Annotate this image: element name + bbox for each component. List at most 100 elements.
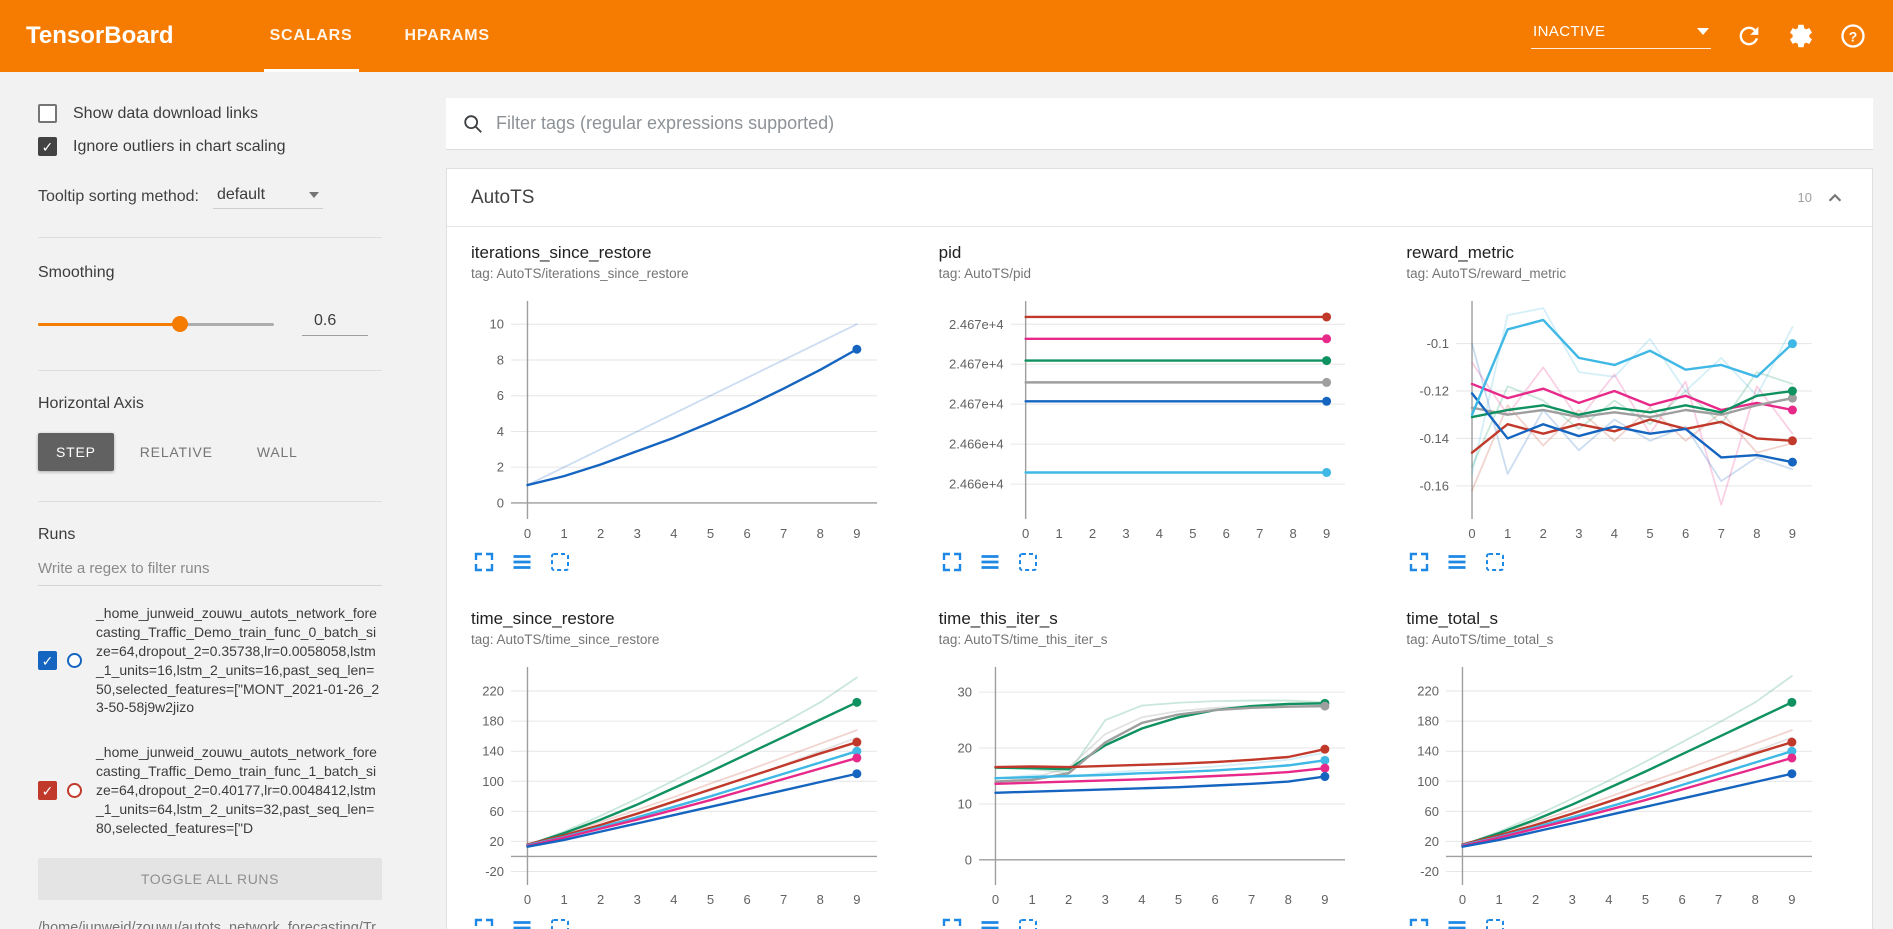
svg-text:-0.1: -0.1 (1427, 336, 1449, 351)
chevron-down-icon (1697, 28, 1709, 35)
run-name: _home_junweid_zouwu_autots_network_forec… (96, 605, 380, 716)
app-title[interactable]: TensorBoard (26, 22, 174, 49)
fit-domain-icon[interactable] (1482, 915, 1508, 929)
series-endpoint-dot (1788, 457, 1798, 467)
runs-base-path: /home/junweid/zouwu/autots_network_forec… (38, 919, 376, 929)
search-icon (464, 114, 482, 133)
svg-text:5: 5 (1642, 892, 1649, 907)
series-line-red-raw (526, 729, 858, 846)
app-header: TensorBoard SCALARS HPARAMS INACTIVE ? (0, 0, 1893, 72)
smoothing-value[interactable]: 0.6 (302, 312, 368, 336)
fit-domain-icon[interactable] (547, 915, 573, 929)
chart-toolbar (1406, 549, 1848, 575)
run-radio[interactable] (67, 783, 82, 799)
svg-text:220: 220 (482, 684, 504, 699)
refresh-icon[interactable] (1735, 22, 1763, 50)
fit-domain-icon[interactable] (1015, 915, 1041, 929)
series-endpoint-dot (1320, 755, 1330, 765)
chart-plot[interactable]: -20 20 60 100 140 180 220 0 1 2 3 4 5 6 7 8 9 (471, 659, 891, 911)
menu-lines-icon[interactable] (509, 549, 535, 575)
expand-chart-icon[interactable] (939, 915, 965, 929)
series-line-smoothed (526, 348, 859, 487)
expand-chart-icon[interactable] (471, 915, 497, 929)
series-line-gray (1471, 396, 1794, 419)
svg-text:6: 6 (1222, 526, 1229, 541)
series-endpoint-dot (1321, 377, 1331, 387)
fit-domain-icon[interactable] (1482, 549, 1508, 575)
status-dropdown[interactable]: INACTIVE (1531, 23, 1711, 49)
axis-wall-button[interactable]: WALL (239, 433, 316, 471)
checkbox-box[interactable] (38, 104, 57, 123)
svg-text:1: 1 (1055, 526, 1062, 541)
chart-plot[interactable]: 2.467e+4 2.467e+4 2.467e+4 2.466e+4 2.466e+4… (939, 293, 1359, 545)
menu-lines-icon[interactable] (509, 915, 535, 929)
svg-text:10: 10 (490, 317, 504, 332)
chart-plot[interactable]: -0.1 -0.12 -0.14 -0.16 0 1 2 3 4 5 6 7 8 9 (1406, 293, 1826, 545)
series-line-pink (1471, 382, 1794, 412)
run-checkbox[interactable] (38, 781, 57, 801)
svg-text:0: 0 (497, 495, 504, 510)
series-endpoint-dot (1787, 769, 1797, 779)
run-radio[interactable] (67, 653, 82, 669)
svg-text:9: 9 (853, 526, 860, 541)
smoothing-label: Smoothing (38, 264, 115, 281)
expand-chart-icon[interactable] (939, 549, 965, 575)
svg-text:7: 7 (1715, 892, 1722, 907)
series-endpoint-dot (1321, 312, 1331, 322)
svg-text:2: 2 (597, 892, 604, 907)
chart-title: reward_metric (1406, 243, 1515, 262)
svg-text:3: 3 (634, 892, 641, 907)
series-endpoint-dot (1787, 697, 1797, 707)
menu-lines-icon[interactable] (977, 915, 1003, 929)
axis-relative-button[interactable]: RELATIVE (122, 433, 231, 471)
chart-plot[interactable]: -20 20 60 100 140 180 220 0 1 2 3 4 5 6 7 8 9 (1406, 659, 1826, 911)
chevron-up-icon[interactable] (1822, 185, 1848, 211)
expand-chart-icon[interactable] (1406, 915, 1432, 929)
runs-filter-input[interactable] (38, 550, 382, 586)
settings-gear-icon[interactable] (1787, 22, 1815, 50)
chart-card-time_total_s: time_total_s tag: AutoTS/time_total_s -20 2… (1406, 609, 1848, 929)
series-endpoint-dot (852, 737, 862, 747)
chart-title: iterations_since_restore (471, 243, 652, 262)
toggle-all-runs-button[interactable]: TOGGLE ALL RUNS (38, 857, 382, 900)
run-checkbox[interactable] (38, 651, 57, 671)
chart-plot[interactable]: 0 2 4 6 8 10 0 1 2 3 4 5 6 7 8 9 (471, 293, 891, 545)
fit-domain-icon[interactable] (547, 549, 573, 575)
smoothing-slider[interactable] (38, 316, 274, 332)
series-endpoint-dot (1320, 701, 1330, 711)
help-icon[interactable]: ? (1839, 22, 1867, 50)
svg-text:-0.16: -0.16 (1420, 478, 1450, 493)
menu-lines-icon[interactable] (977, 549, 1003, 575)
svg-text:180: 180 (1418, 714, 1440, 729)
checkbox-show-data-download-links[interactable]: Show data download links (38, 104, 382, 123)
svg-text:8: 8 (1284, 892, 1291, 907)
expand-chart-icon[interactable] (1406, 549, 1432, 575)
menu-lines-icon[interactable] (1444, 915, 1470, 929)
runs-list: _home_junweid_zouwu_autots_network_forec… (38, 604, 382, 838)
svg-text:30: 30 (957, 685, 971, 700)
chart-title: time_this_iter_s (938, 609, 1058, 628)
series-line-red-raw (1461, 729, 1794, 846)
svg-text:4: 4 (1611, 526, 1618, 541)
tab-scalars[interactable]: SCALARS (263, 0, 359, 72)
tooltip-sorting-select[interactable]: default (212, 184, 323, 209)
expand-chart-icon[interactable] (471, 549, 497, 575)
menu-lines-icon[interactable] (1444, 549, 1470, 575)
series-line-red (1471, 418, 1794, 454)
checkbox-ignore-outliers[interactable]: Ignore outliers in chart scaling (38, 137, 382, 156)
checkbox-box[interactable] (38, 137, 57, 156)
tab-hparams[interactable]: HPARAMS (404, 27, 490, 44)
series-line-blue (526, 772, 859, 848)
tooltip-sorting-label: Tooltip sorting method: (38, 187, 199, 205)
fit-domain-icon[interactable] (1015, 549, 1041, 575)
chart-toolbar (1406, 915, 1848, 929)
chart-plot[interactable]: 0 10 20 30 0 1 2 3 4 5 6 7 8 9 (939, 659, 1359, 911)
svg-text:2: 2 (1089, 526, 1096, 541)
svg-text:9: 9 (1321, 892, 1328, 907)
card-header[interactable]: AutoTS 10 (447, 169, 1872, 227)
axis-step-button[interactable]: STEP (38, 433, 114, 471)
tag-filter-input[interactable] (496, 113, 1857, 134)
series-endpoint-dot (1321, 467, 1331, 477)
series-line-blue (993, 775, 1326, 794)
slider-thumb[interactable] (171, 316, 188, 332)
